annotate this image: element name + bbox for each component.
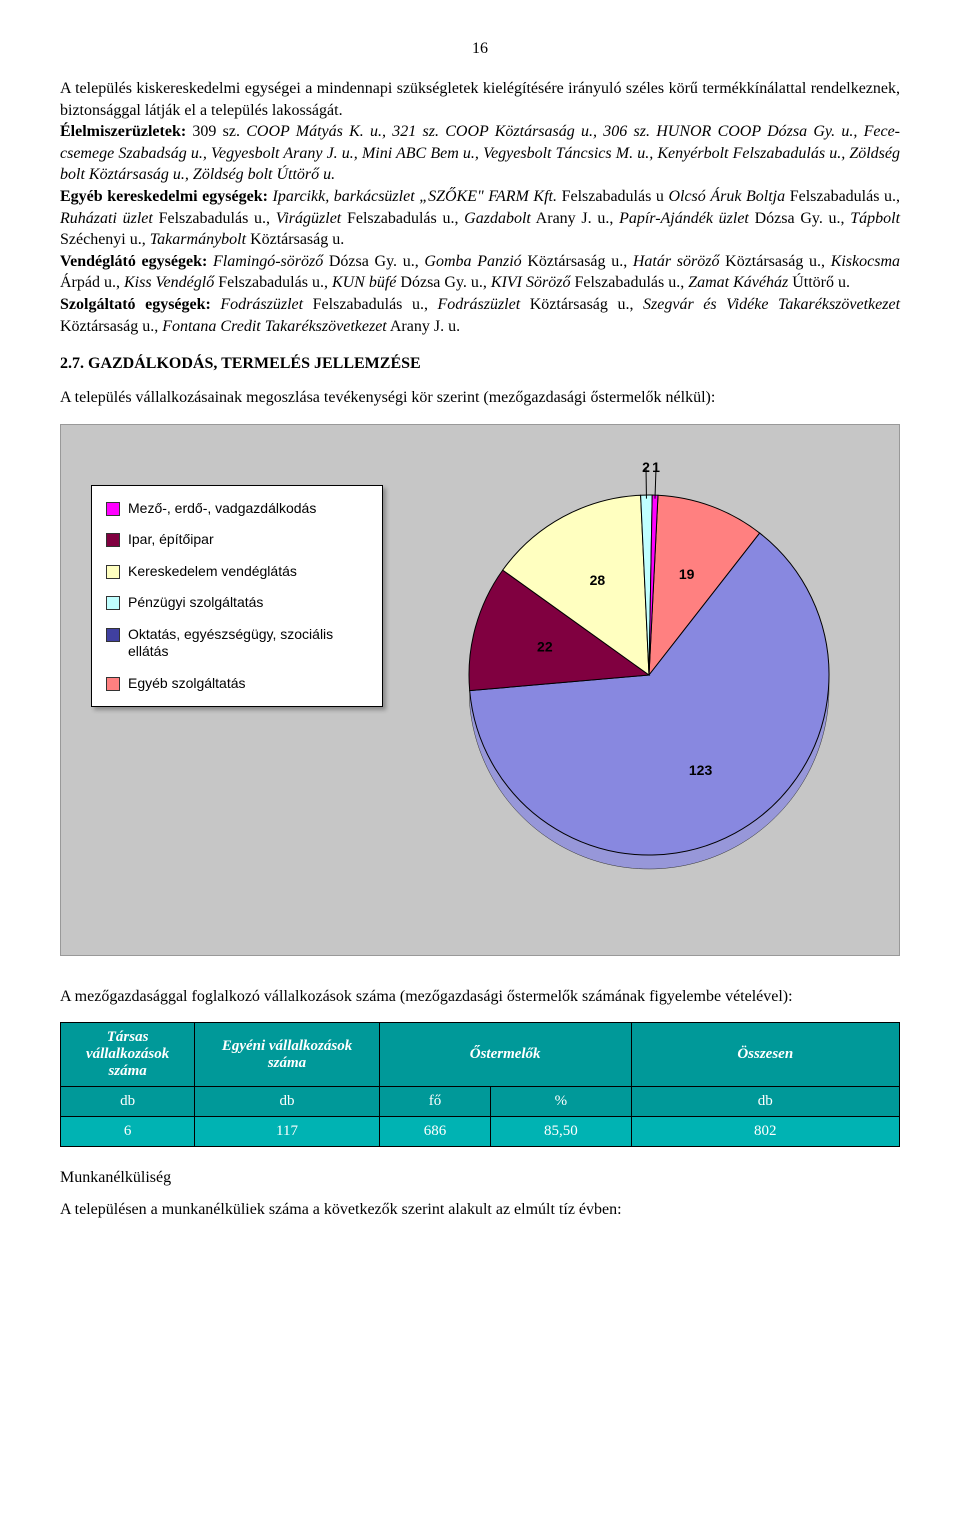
pie-chart-container: Mező-, erdő-, vadgazdálkodás Ipar, építői… bbox=[60, 424, 900, 956]
legend-label: Oktatás, egyészségügy, szociális ellátás bbox=[128, 626, 366, 661]
page-number: 16 bbox=[60, 40, 900, 58]
cell: 802 bbox=[631, 1117, 900, 1147]
label-services: Szolgáltató egységek: bbox=[60, 296, 211, 313]
legend-swatch bbox=[106, 565, 120, 579]
legend-item: Ipar, építőipar bbox=[106, 531, 366, 549]
text: Fontana Credit Takarékszövetkezet bbox=[162, 318, 387, 335]
text: Felszabadulás u., bbox=[570, 274, 688, 291]
legend-label: Kereskedelem vendéglátás bbox=[128, 563, 297, 581]
legend-item: Kereskedelem vendéglátás bbox=[106, 563, 366, 581]
legend-item: Mező-, erdő-, vadgazdálkodás bbox=[106, 500, 366, 518]
text: Felszabadulás u., bbox=[214, 274, 332, 291]
text: Dózsa Gy. u., bbox=[749, 210, 850, 227]
legend-label: Mező-, erdő-, vadgazdálkodás bbox=[128, 500, 316, 518]
text: Kiss Vendéglő bbox=[124, 274, 214, 291]
text: Felszabadulás u., bbox=[153, 210, 276, 227]
legend-swatch bbox=[106, 533, 120, 547]
text: Szegvár és Vidéke Takarékszövetkezet bbox=[643, 296, 900, 313]
text: Iparcikk, barkácsüzlet „SZŐKE" FARM Kft. bbox=[268, 188, 557, 205]
legend-swatch bbox=[106, 628, 120, 642]
text: Olcsó Áruk Boltja bbox=[668, 188, 785, 205]
text: Tápbolt bbox=[850, 210, 900, 227]
paragraph-last: A településen a munkanélküliek száma a k… bbox=[60, 1199, 900, 1221]
text: Köztársaság u., bbox=[719, 253, 830, 270]
pie-label: 2 bbox=[642, 459, 650, 475]
th-sub: db bbox=[631, 1087, 900, 1117]
heading-text: AZDÁLKODÁS, TERMELÉS JELLEMZÉSE bbox=[100, 355, 420, 372]
legend-swatch bbox=[106, 677, 120, 691]
text: Felszabadulás u., bbox=[303, 296, 437, 313]
th-egyeni: Egyéni vállalkozások száma bbox=[195, 1023, 380, 1087]
text: Zamat Kávéház bbox=[688, 274, 788, 291]
text: Köztársaság u., bbox=[522, 253, 633, 270]
label-grocery: Élelmiszerüzletek: bbox=[60, 123, 186, 140]
text: Takarmánybolt bbox=[150, 231, 246, 248]
text: Gazdabolt bbox=[464, 210, 531, 227]
text: Felszabadulás u., bbox=[341, 210, 464, 227]
text: Köztársaság u. bbox=[246, 231, 344, 248]
text: Arany J. u. bbox=[387, 318, 460, 335]
th-tarsas: Társas vállalkozások száma bbox=[61, 1023, 195, 1087]
text: Flamingó-söröző bbox=[207, 253, 323, 270]
text: Fodrászüzlet bbox=[211, 296, 303, 313]
pie-label: 1 bbox=[652, 459, 660, 475]
text: Dózsa Gy. u., bbox=[323, 253, 424, 270]
cell: 6 bbox=[61, 1117, 195, 1147]
text: Úttörő u. bbox=[788, 274, 850, 291]
pie-label: 123 bbox=[689, 762, 713, 778]
business-table: Társas vállalkozások száma Egyéni vállal… bbox=[60, 1022, 900, 1147]
text: 309 sz. bbox=[186, 123, 246, 140]
text: Árpád u., bbox=[60, 274, 124, 291]
text: A település kiskereskedelmi egységei a m… bbox=[60, 80, 900, 119]
legend-item: Oktatás, egyészségügy, szociális ellátás bbox=[106, 626, 366, 661]
th-sub: db bbox=[195, 1087, 380, 1117]
th-sub: fő bbox=[379, 1087, 490, 1117]
text: Kiskocsma bbox=[831, 253, 900, 270]
text: KUN büfé bbox=[332, 274, 396, 291]
text: Köztársaság u., bbox=[520, 296, 643, 313]
text: Köztársaság u., bbox=[60, 318, 162, 335]
label-catering: Vendéglátó egységek: bbox=[60, 253, 207, 270]
cell: 85,50 bbox=[491, 1117, 631, 1147]
text: Ruházati üzlet bbox=[60, 210, 153, 227]
legend-label: Ipar, építőipar bbox=[128, 531, 214, 549]
chart-legend: Mező-, erdő-, vadgazdálkodás Ipar, építői… bbox=[91, 485, 383, 708]
heading-num: 2.7. G bbox=[60, 355, 100, 372]
paragraph-intro-table: A mezőgazdasággal foglalkozó vállalkozás… bbox=[60, 986, 900, 1008]
th-osszesen: Összesen bbox=[631, 1023, 900, 1087]
label-other-commerce: Egyéb kereskedelmi egységek: bbox=[60, 188, 268, 205]
pie-chart: 19 123 22 28 21 bbox=[389, 445, 849, 885]
cell: 117 bbox=[195, 1117, 380, 1147]
text: Gomba Panzió bbox=[424, 253, 521, 270]
th-ostermelok: Őstermelők bbox=[379, 1023, 631, 1087]
pie-label: 22 bbox=[537, 638, 553, 654]
legend-label: Egyéb szolgáltatás bbox=[128, 675, 246, 693]
text: Fodrászüzlet bbox=[438, 296, 521, 313]
legend-label: Pénzügyi szolgáltatás bbox=[128, 594, 263, 612]
text: Határ söröző bbox=[633, 253, 720, 270]
text: Virágüzlet bbox=[276, 210, 341, 227]
th-sub: db bbox=[61, 1087, 195, 1117]
text: KIVI Söröző bbox=[491, 274, 571, 291]
text: Felszabadulás u., bbox=[785, 188, 900, 205]
text: Arany J. u., bbox=[531, 210, 619, 227]
table-row: 6 117 686 85,50 802 bbox=[61, 1117, 900, 1147]
cell: 686 bbox=[379, 1117, 490, 1147]
paragraph-commerce: A település kiskereskedelmi egységei a m… bbox=[60, 78, 900, 337]
section-heading-2-7: 2.7. GAZDÁLKODÁS, TERMELÉS JELLEMZÉSE bbox=[60, 355, 900, 373]
th-sub: % bbox=[491, 1087, 631, 1117]
paragraph-munkanelkuliseg: Munkanélküliség bbox=[60, 1167, 900, 1189]
pie-label: 19 bbox=[679, 565, 695, 581]
text: Dózsa Gy. u., bbox=[396, 274, 491, 291]
pie-label: 28 bbox=[590, 572, 606, 588]
paragraph-intro-chart: A település vállalkozásainak megoszlása … bbox=[60, 387, 900, 409]
legend-item: Pénzügyi szolgáltatás bbox=[106, 594, 366, 612]
legend-swatch bbox=[106, 596, 120, 610]
legend-swatch bbox=[106, 502, 120, 516]
text: Papír-Ajándék üzlet bbox=[619, 210, 749, 227]
legend-item: Egyéb szolgáltatás bbox=[106, 675, 366, 693]
text: Felszabadulás u bbox=[557, 188, 668, 205]
text: Széchenyi u., bbox=[60, 231, 150, 248]
